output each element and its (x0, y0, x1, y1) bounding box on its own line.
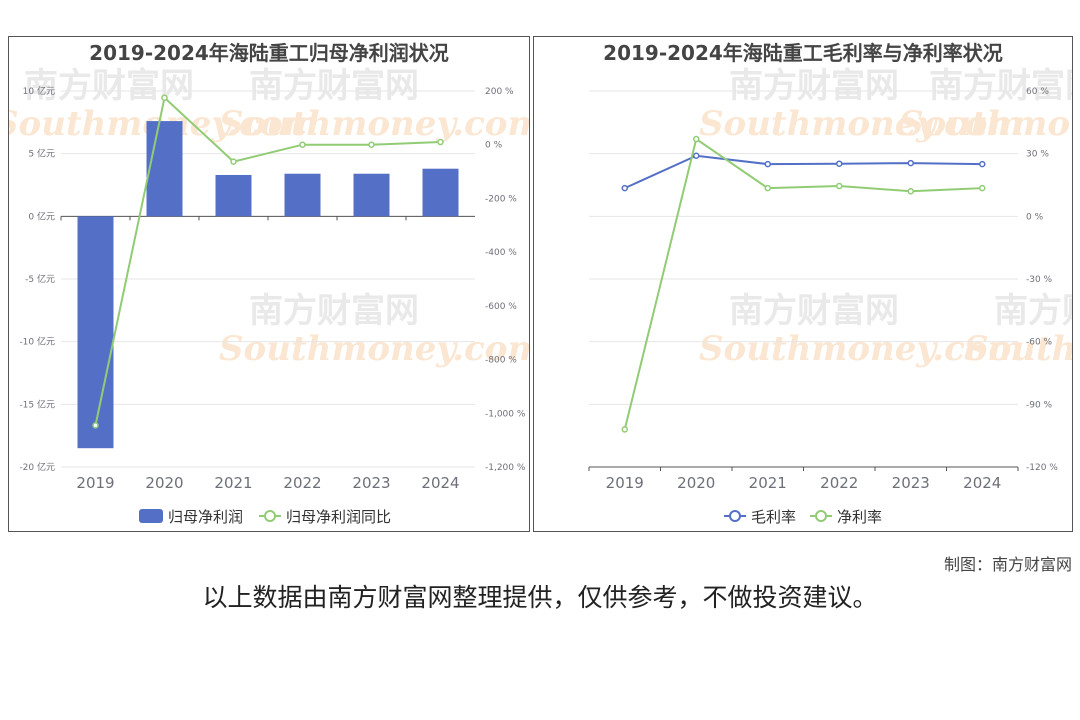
series-1-point-2020 (693, 135, 700, 143)
chart-panel-left: 南方财富网Southmoney.com南方财富网Southmoney.com南方… (8, 36, 530, 532)
watermark-text: Southmoney.com (699, 329, 1023, 369)
x-axis-tick-label: 2023 (352, 474, 390, 492)
yoy-point-2024 (437, 138, 444, 146)
watermark-text: Southmoney.com (219, 104, 529, 144)
right-axis-tick-label: -1,000 % (485, 409, 526, 419)
yoy-point-2019 (92, 422, 99, 429)
right-axis-tick-label: 0 % (485, 141, 503, 151)
bar-2023 (353, 173, 390, 217)
chart-credit: 制图：南方财富网 (943, 555, 1072, 574)
right-axis-tick-label: -800 % (485, 356, 517, 366)
series-0-point-2022 (836, 160, 843, 167)
legend-label: 归母净利润 (168, 508, 243, 526)
right-axis-tick-label: -600 % (485, 302, 517, 312)
watermark-text: 南方财富网 (249, 291, 419, 331)
right-axis-tick-label: -90 % (1026, 400, 1053, 410)
watermark-text: 南方财富网 (729, 66, 899, 106)
legend-label: 归母净利润同比 (286, 508, 391, 526)
watermark-text: Southmoney.com (219, 329, 529, 369)
left-axis-tick-label: 0 亿元 (28, 210, 55, 222)
right-axis-tick-label: -400 % (485, 248, 517, 258)
x-axis-tick-label: 2019 (76, 474, 114, 492)
x-axis-tick-label: 2024 (421, 474, 459, 492)
series-0-point-2019 (621, 184, 628, 192)
series-line-0 (624, 154, 983, 190)
chart-panel-right: 南方财富网Southmoney.com南方财富网Southmoney.com南方… (533, 36, 1073, 532)
series-0-point-2023 (907, 159, 914, 167)
watermark-text: Southmoney.com (699, 104, 1023, 144)
chart-title: 2019-2024年海陆重工毛利率与净利率状况 (603, 41, 1003, 65)
series-0-point-2024 (979, 160, 986, 168)
watermark-text: Southmoney.com (899, 104, 1072, 144)
right-axis-tick-label: 200 % (485, 87, 514, 97)
watermark-layer: 南方财富网Southmoney.com南方财富网Southmoney.com南方… (9, 66, 529, 369)
x-axis-tick-label: 2019 (606, 474, 644, 492)
watermark-text: 南方财富网 (729, 291, 899, 331)
yoy-point-2022 (299, 141, 306, 148)
right-axis-tick-label: 30 % (1026, 150, 1049, 160)
series-1-point-2022 (836, 182, 843, 190)
series-0-point-2021 (764, 160, 771, 168)
watermark-text: 南方财富网 (929, 66, 1072, 106)
chart-title: 2019-2024年海陆重工归母净利润状况 (89, 41, 449, 65)
right-axis-tick-label: 0 % (1026, 212, 1044, 222)
grid-lines (589, 90, 1018, 468)
watermark-text: 南方财富网 (249, 66, 419, 106)
series-1-point-2023 (907, 188, 914, 195)
left-axis-tick-label: -20 亿元 (19, 461, 55, 473)
series-1-point-2021 (764, 184, 771, 192)
x-axis-tick-label: 2024 (963, 474, 1001, 492)
right-axis-tick-label: -60 % (1026, 338, 1053, 348)
bar-2021 (215, 174, 252, 217)
x-axis-tick-label: 2021 (749, 474, 787, 492)
x-axis-tick-label: 2023 (892, 474, 930, 492)
left-axis-tick-label: -15 亿元 (19, 398, 55, 410)
right-axis-tick-label: 60 % (1026, 87, 1049, 97)
disclaimer-note: 以上数据由南方财富网整理提供，仅供参考，不做投资建议。 (202, 583, 878, 612)
bar-2020 (146, 121, 183, 217)
right-axis-tick-label: -30 % (1026, 275, 1053, 285)
bar-2019 (77, 216, 114, 449)
legend-label: 毛利率 (751, 508, 796, 526)
legend-label: 净利率 (837, 508, 882, 526)
bar-2022 (284, 173, 321, 217)
legend[interactable]: 毛利率 净利率 (724, 508, 882, 526)
yoy-line (94, 95, 441, 426)
watermark-text: 南方财富网 (24, 66, 194, 106)
series-0-point-2020 (693, 152, 700, 160)
yoy-point-2021 (230, 158, 237, 165)
chart-left: 南方财富网Southmoney.com南方财富网Southmoney.com南方… (9, 41, 529, 526)
series-line-1 (623, 137, 983, 430)
series-1-point-2024 (979, 184, 986, 192)
legend-line-marker (815, 510, 827, 522)
left-axis-tick-label: 10 亿元 (23, 85, 55, 97)
watermark-text: Southmoney.com (964, 329, 1072, 369)
series-1-point-2019 (621, 426, 628, 433)
x-axis-tick-label: 2022 (283, 474, 321, 492)
left-axis-tick-label: 5 亿元 (28, 148, 55, 160)
legend[interactable]: 归母净利润 归母净利润同比 (139, 508, 391, 526)
yoy-point-2020 (161, 94, 168, 101)
x-axis-tick-label: 2020 (677, 474, 715, 492)
legend-line-marker (729, 510, 741, 522)
x-axis-tick-label: 2021 (214, 474, 252, 492)
legend-bar-swatch (139, 509, 163, 523)
x-axis-tick-label: 2020 (145, 474, 183, 492)
grid-lines (61, 90, 475, 468)
right-axis-tick-label: -120 % (1026, 463, 1058, 473)
watermark-text: 南方财富网 (994, 291, 1072, 331)
right-axis-tick-label: -1,200 % (485, 463, 526, 473)
right-axis-tick-label: -200 % (485, 194, 517, 204)
bar-2024 (422, 168, 459, 217)
legend-line-marker (264, 510, 276, 522)
left-axis-tick-label: -10 亿元 (19, 336, 55, 348)
watermark-layer: 南方财富网Southmoney.com南方财富网Southmoney.com南方… (699, 66, 1072, 369)
chart-right: 南方财富网Southmoney.com南方财富网Southmoney.com南方… (588, 41, 1072, 526)
x-axis-tick-label: 2022 (820, 474, 858, 492)
left-axis-tick-label: -5 亿元 (25, 273, 55, 285)
yoy-point-2023 (368, 141, 375, 148)
